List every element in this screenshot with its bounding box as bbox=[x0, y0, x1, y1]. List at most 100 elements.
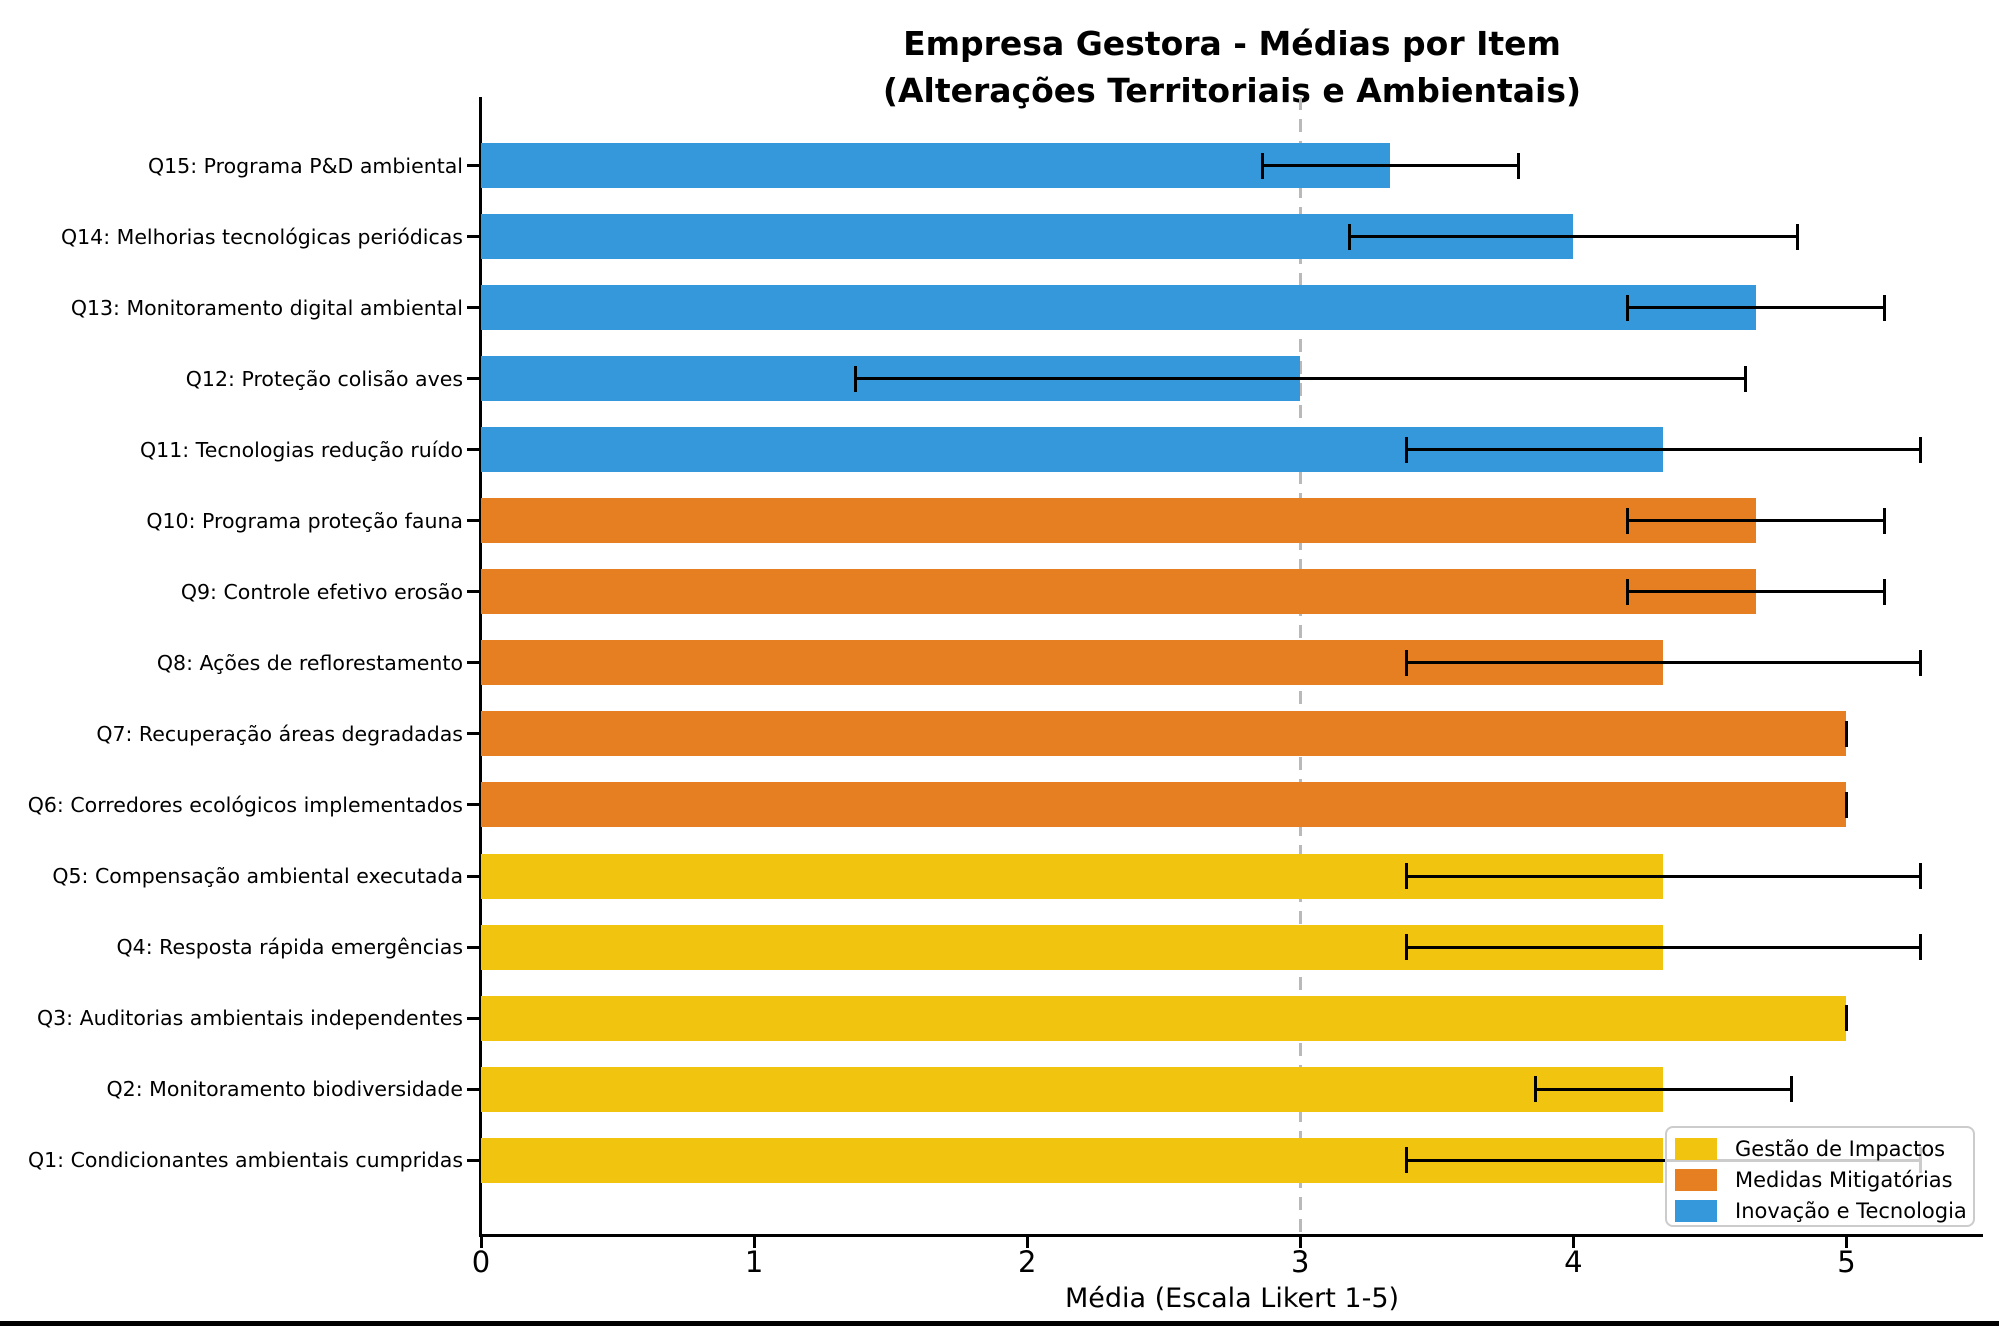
legend-label: Inovação e Tecnologia bbox=[1735, 1199, 1967, 1223]
error-bar-cap-low bbox=[1405, 934, 1409, 961]
x-tick-mark bbox=[1298, 1236, 1302, 1248]
error-bar bbox=[1406, 1158, 1921, 1162]
y-tick-mark bbox=[467, 1016, 479, 1020]
y-tick-mark bbox=[467, 1087, 479, 1091]
y-axis-label: Q6: Corredores ecológicos implementados bbox=[27, 792, 463, 817]
error-bar-cap bbox=[1844, 720, 1848, 747]
error-bar-cap-high bbox=[1883, 507, 1887, 534]
y-axis-label: Q2: Monitoramento biodiversidade bbox=[106, 1077, 463, 1102]
y-tick-mark bbox=[467, 1158, 479, 1162]
error-bar-cap-low bbox=[1260, 152, 1264, 179]
bar bbox=[481, 1066, 1664, 1112]
error-bar-cap-low bbox=[1347, 223, 1351, 250]
error-bar-cap-low bbox=[1626, 294, 1630, 321]
error-bar-cap-high bbox=[1883, 578, 1887, 605]
legend: Gestão de Impactos Medidas Mitigatórias In… bbox=[1665, 1126, 1975, 1227]
chart-title-line1: Empresa Gestora - Médias por Item bbox=[903, 24, 1561, 63]
legend-swatch bbox=[1675, 1169, 1717, 1191]
x-tick-mark bbox=[1025, 1236, 1029, 1248]
bar bbox=[481, 782, 1847, 828]
bar bbox=[481, 569, 1757, 615]
y-axis-label: Q9: Controle efetivo erosão bbox=[180, 579, 463, 604]
y-tick-mark bbox=[467, 306, 479, 310]
error-bar-cap bbox=[1844, 1005, 1848, 1032]
error-bar-cap bbox=[1844, 791, 1848, 818]
y-axis-label: Q10: Programa proteção fauna bbox=[146, 508, 463, 533]
error-bar bbox=[1406, 945, 1921, 949]
error-bar-cap-low bbox=[1405, 1147, 1409, 1174]
window-bottom-border bbox=[0, 1321, 1999, 1326]
y-tick-mark bbox=[467, 164, 479, 167]
x-tick-mark bbox=[1571, 1236, 1575, 1248]
y-tick-mark bbox=[467, 661, 479, 665]
error-bar bbox=[1406, 448, 1921, 452]
error-bar-cap-low bbox=[1533, 1076, 1537, 1103]
y-tick-mark bbox=[467, 448, 479, 452]
x-tick-label: 0 bbox=[471, 1245, 491, 1279]
y-axis-label: Q5: Compensação ambiental executada bbox=[52, 864, 463, 888]
error-bar-cap-high bbox=[1918, 436, 1922, 463]
error-bar-cap-low bbox=[1405, 436, 1409, 463]
y-axis-label: Q8: Ações de reflorestamento bbox=[156, 650, 463, 675]
y-tick-mark bbox=[467, 732, 479, 736]
chart-title-line2: (Alterações Territoriais e Ambientais) bbox=[882, 71, 1582, 110]
legend-label: Gestão de Impactos bbox=[1735, 1137, 1946, 1161]
y-axis-label: Q12: Proteção colisão aves bbox=[185, 366, 463, 391]
x-tick-label: 1 bbox=[744, 1245, 764, 1279]
x-tick-label: 3 bbox=[1291, 1245, 1310, 1279]
chart-title: Empresa Gestora - Médias por Item (Alter… bbox=[481, 20, 1983, 114]
y-axis-label: Q14: Melhorias tecnológicas periódicas bbox=[60, 224, 463, 249]
y-tick-mark bbox=[467, 519, 479, 523]
y-tick-mark bbox=[467, 945, 479, 949]
error-bar bbox=[1627, 590, 1885, 594]
x-axis-spine bbox=[479, 1234, 1983, 1237]
y-tick-mark bbox=[467, 874, 479, 878]
error-bar-cap-high bbox=[1743, 365, 1747, 392]
legend-swatch bbox=[1675, 1200, 1717, 1222]
bar bbox=[481, 711, 1847, 757]
x-axis-label: Média (Escala Likert 1-5) bbox=[1064, 1283, 1400, 1314]
bar bbox=[481, 498, 1757, 544]
error-bar bbox=[1406, 661, 1921, 665]
y-axis-label: Q11: Tecnologias redução ruído bbox=[140, 437, 463, 462]
x-tick-mark bbox=[1844, 1236, 1848, 1248]
error-bar bbox=[855, 377, 1746, 381]
x-tick-label: 2 bbox=[1017, 1245, 1037, 1279]
bar bbox=[481, 143, 1391, 188]
x-tick-label: 5 bbox=[1837, 1245, 1856, 1279]
legend-row: Gestão de Impactos bbox=[1667, 1134, 1973, 1165]
error-bar bbox=[1349, 235, 1798, 239]
error-bar bbox=[1406, 874, 1921, 878]
error-bar-cap-low bbox=[1626, 507, 1630, 534]
y-axis-label: Q7: Recuperação áreas degradadas bbox=[96, 721, 463, 746]
error-bar bbox=[1627, 306, 1885, 310]
y-axis-label: Q4: Resposta rápida emergências bbox=[116, 935, 463, 960]
legend-row: Inovação e Tecnologia bbox=[1667, 1196, 1973, 1227]
bar bbox=[481, 995, 1847, 1041]
y-tick-mark bbox=[467, 235, 479, 239]
error-bar-cap-high bbox=[1517, 152, 1521, 179]
y-tick-mark bbox=[467, 377, 479, 381]
error-bar-cap-high bbox=[1918, 934, 1922, 961]
bar bbox=[481, 285, 1757, 331]
error-bar bbox=[1627, 519, 1885, 523]
error-bar-cap-high bbox=[1918, 649, 1922, 676]
y-axis-label: Q3: Auditorias ambientais independentes bbox=[36, 1006, 463, 1031]
error-bar-cap-low bbox=[1405, 863, 1409, 889]
y-axis-label: Q13: Monitoramento digital ambiental bbox=[70, 295, 463, 320]
x-tick-label: 4 bbox=[1564, 1245, 1583, 1279]
legend-swatch bbox=[1675, 1138, 1717, 1160]
error-bar-cap-low bbox=[1405, 649, 1409, 676]
legend-row: Medidas Mitigatórias bbox=[1667, 1165, 1973, 1196]
legend-label: Medidas Mitigatórias bbox=[1735, 1168, 1953, 1192]
error-bar bbox=[1535, 1087, 1792, 1091]
y-tick-mark bbox=[467, 803, 479, 807]
error-bar-cap-low bbox=[853, 365, 857, 392]
y-tick-mark bbox=[467, 590, 479, 594]
x-tick-mark bbox=[479, 1236, 483, 1248]
error-bar-cap-high bbox=[1795, 223, 1799, 250]
error-bar-cap-high bbox=[1790, 1076, 1794, 1103]
x-tick-mark bbox=[752, 1236, 756, 1248]
error-bar bbox=[1262, 164, 1519, 167]
